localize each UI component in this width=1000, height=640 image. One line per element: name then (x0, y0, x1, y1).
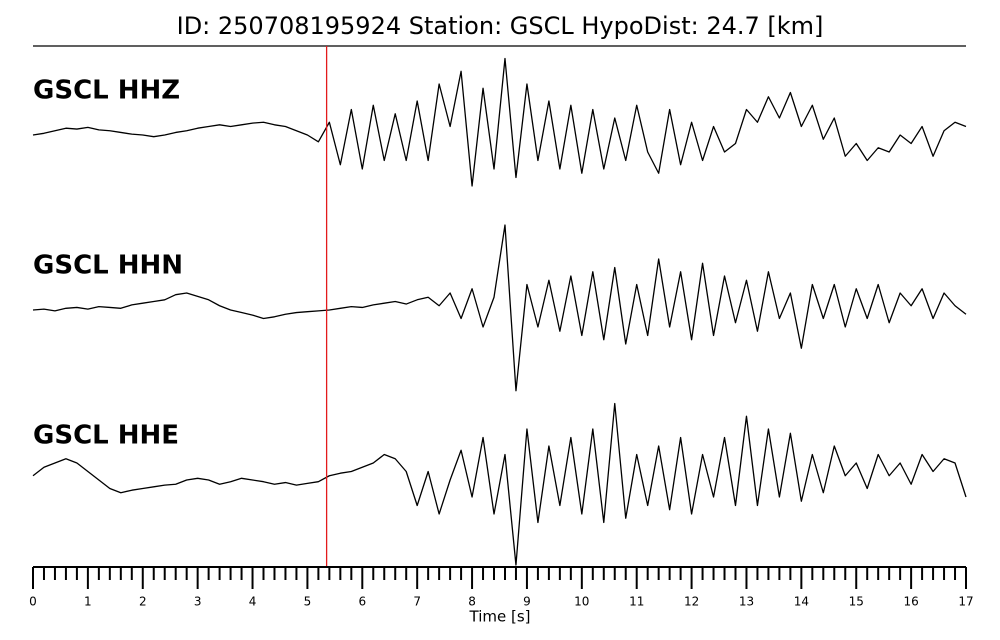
x-tick-label: 6 (358, 595, 366, 609)
x-tick-label: 8 (468, 595, 476, 609)
trace-label: GSCL HHN (33, 251, 183, 281)
x-axis-label: Time [s] (469, 608, 531, 626)
x-tick-label: 13 (739, 595, 754, 609)
x-tick-label: 2 (139, 595, 147, 609)
waveform (32, 402, 967, 566)
x-tick-label: 1 (84, 595, 92, 609)
x-tick-label: 17 (958, 595, 973, 609)
waveform (32, 224, 967, 392)
trace-label: GSCL HHE (33, 421, 179, 451)
x-tick-label: 9 (523, 595, 531, 609)
x-tick-label: 4 (249, 595, 257, 609)
x-tick-label: 12 (684, 595, 699, 609)
chart-title: ID: 250708195924 Station: GSCL HypoDist:… (177, 12, 824, 40)
x-tick-label: 11 (629, 595, 644, 609)
x-tick-label: 16 (903, 595, 918, 609)
x-tick-label: 7 (413, 595, 421, 609)
waveform (32, 57, 967, 187)
x-tick-label: 10 (574, 595, 589, 609)
x-tick-label: 5 (304, 595, 312, 609)
x-tick-label: 15 (849, 595, 864, 609)
x-tick-label: 0 (29, 595, 37, 609)
x-tick-label: 3 (194, 595, 202, 609)
x-tick-label: 14 (794, 595, 809, 609)
trace-label: GSCL HHZ (33, 76, 180, 106)
